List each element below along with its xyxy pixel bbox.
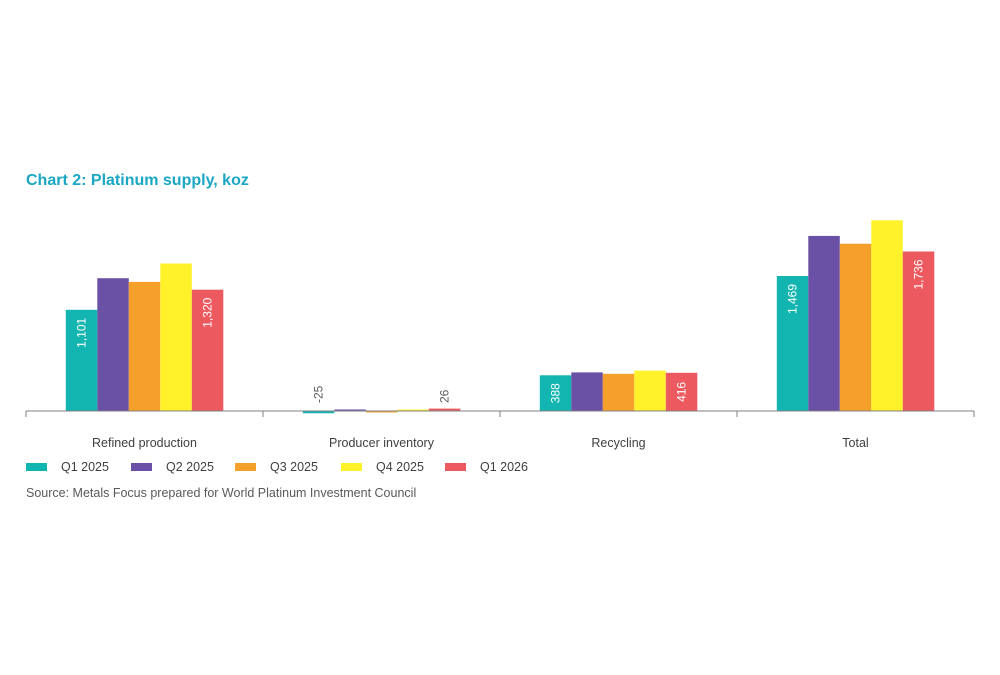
data-label: 1,469 xyxy=(786,284,800,314)
legend-label: Q4 2025 xyxy=(376,460,424,474)
legend-item: Q2 2025 xyxy=(131,460,214,474)
bar xyxy=(602,373,635,411)
bar xyxy=(191,289,224,411)
bar xyxy=(397,409,429,411)
legend-item: Q4 2025 xyxy=(341,460,424,474)
data-label: 388 xyxy=(549,383,563,403)
bar xyxy=(365,411,398,413)
data-label: 26 xyxy=(438,389,452,403)
category-label: Producer inventory xyxy=(329,436,435,450)
chart-title: Chart 2: Platinum supply, koz xyxy=(26,172,249,189)
bar xyxy=(808,235,840,411)
legend-item: Q1 2026 xyxy=(445,460,528,474)
data-label: 1,736 xyxy=(912,259,926,289)
legend-swatch xyxy=(235,463,256,471)
bar xyxy=(65,309,98,411)
data-label: 1,101 xyxy=(75,317,89,347)
bar xyxy=(665,372,698,411)
category-label: Refined production xyxy=(92,436,197,450)
legend-swatch xyxy=(26,463,47,471)
bar xyxy=(97,278,129,411)
bar xyxy=(160,263,192,411)
bar xyxy=(634,370,666,411)
bar xyxy=(428,408,461,411)
bar xyxy=(571,372,603,411)
legend-item: Q1 2025 xyxy=(26,460,109,474)
legend-swatch xyxy=(445,463,466,471)
source-note: Source: Metals Focus prepared for World … xyxy=(26,486,417,500)
legend-label: Q2 2025 xyxy=(166,460,214,474)
data-label: -25 xyxy=(312,385,326,403)
legend-swatch xyxy=(131,463,152,471)
bar xyxy=(902,251,935,411)
bar xyxy=(302,411,335,414)
bar xyxy=(334,409,366,411)
bar xyxy=(776,276,809,411)
bar xyxy=(839,243,872,411)
bar xyxy=(871,220,903,411)
legend-label: Q1 2026 xyxy=(480,460,528,474)
bar xyxy=(539,375,572,411)
legend-label: Q3 2025 xyxy=(270,460,318,474)
data-label: 416 xyxy=(675,382,689,402)
legend-label: Q1 2025 xyxy=(61,460,109,474)
category-label: Recycling xyxy=(591,436,645,450)
category-label: Total xyxy=(842,436,868,450)
bar xyxy=(128,281,161,411)
data-label: 1,320 xyxy=(201,297,215,327)
legend-item: Q3 2025 xyxy=(235,460,318,474)
legend-swatch xyxy=(341,463,362,471)
